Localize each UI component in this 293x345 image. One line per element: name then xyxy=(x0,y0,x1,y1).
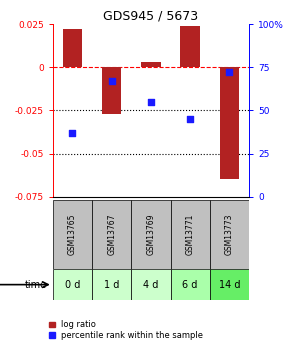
Text: GSM13767: GSM13767 xyxy=(107,214,116,255)
Text: 4 d: 4 d xyxy=(143,280,159,289)
Bar xyxy=(171,200,210,269)
Bar xyxy=(131,200,171,269)
Point xyxy=(149,99,153,105)
Bar xyxy=(220,67,239,179)
Bar xyxy=(53,200,92,269)
Text: GSM13773: GSM13773 xyxy=(225,214,234,255)
Text: 6 d: 6 d xyxy=(183,280,198,289)
Bar xyxy=(180,26,200,67)
Text: 0 d: 0 d xyxy=(65,280,80,289)
Bar xyxy=(53,269,92,300)
Bar xyxy=(131,269,171,300)
Point xyxy=(227,70,232,75)
Point xyxy=(188,116,193,122)
Text: 1 d: 1 d xyxy=(104,280,119,289)
Bar xyxy=(141,62,161,67)
Bar xyxy=(92,200,131,269)
Text: time: time xyxy=(25,280,47,289)
Bar xyxy=(210,200,249,269)
Bar xyxy=(210,269,249,300)
Bar xyxy=(92,269,131,300)
Title: GDS945 / 5673: GDS945 / 5673 xyxy=(103,10,198,23)
Text: 14 d: 14 d xyxy=(219,280,240,289)
Text: GSM13771: GSM13771 xyxy=(186,214,195,255)
Point xyxy=(109,78,114,84)
Bar xyxy=(63,29,82,67)
Bar xyxy=(102,67,121,114)
Text: GSM13769: GSM13769 xyxy=(146,214,155,255)
Point xyxy=(70,130,75,136)
Bar xyxy=(171,269,210,300)
Legend: log ratio, percentile rank within the sample: log ratio, percentile rank within the sa… xyxy=(48,319,204,341)
Text: GSM13765: GSM13765 xyxy=(68,214,77,255)
